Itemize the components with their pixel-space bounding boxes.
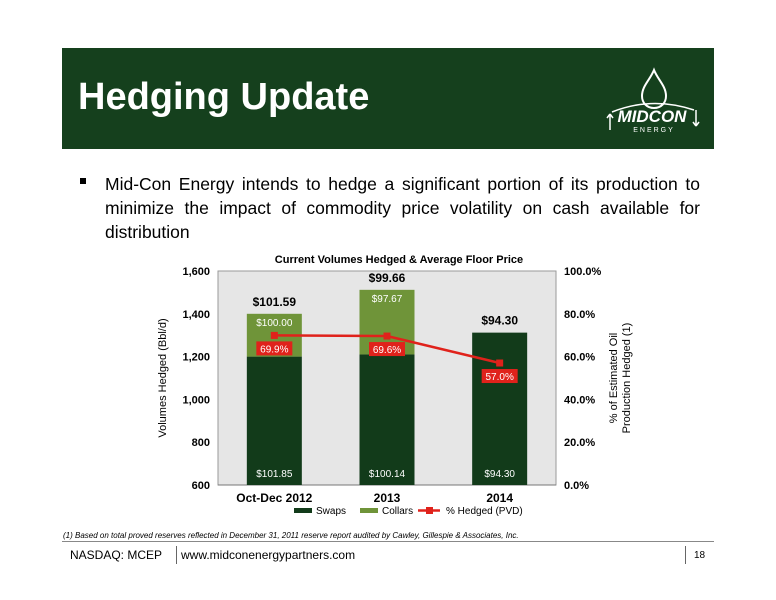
total-price-label: $99.66 <box>369 271 406 285</box>
legend-swaps-swatch <box>294 508 312 513</box>
hedging-chart: Current Volumes Hedged & Average Floor P… <box>157 254 633 517</box>
bullet-list: Mid-Con Energy intends to hedge a signif… <box>80 172 700 244</box>
y2-tick-label: 40.0% <box>564 394 595 406</box>
swaps-price-label: $101.85 <box>256 469 293 480</box>
y-tick-label: 1,000 <box>182 394 210 406</box>
logo-text-main: MIDCON <box>618 107 688 126</box>
hedged-label-box <box>369 342 405 357</box>
hedged-marker <box>383 332 391 340</box>
total-price-label: $94.30 <box>481 314 518 328</box>
hedged-marker <box>496 359 504 367</box>
swaps-bar <box>359 354 415 485</box>
legend-hedged-label: % Hedged (PVD) <box>446 506 523 517</box>
x-tick-label: 2014 <box>486 491 513 505</box>
chart-title: Current Volumes Hedged & Average Floor P… <box>275 254 523 266</box>
footnote: (1) Based on total proved reserves refle… <box>63 531 519 540</box>
hedged-label-box <box>481 369 518 384</box>
hedged-value-label: 69.6% <box>373 345 401 356</box>
hedged-value-label: 69.9% <box>260 344 288 355</box>
y-tick-label: 600 <box>192 480 210 492</box>
hedged-marker <box>270 331 278 339</box>
swaps-bar <box>246 356 302 485</box>
midcon-logo: MIDCON ENERGY <box>606 67 700 134</box>
footer-url[interactable]: www.midconenergypartners.com <box>181 548 356 562</box>
legend-collars-swatch <box>360 508 378 513</box>
footer-separator <box>176 546 177 564</box>
swaps-price-label: $94.30 <box>484 469 515 480</box>
y2-tick-label: 20.0% <box>564 437 595 449</box>
y2-tick-label: 60.0% <box>564 352 595 364</box>
y-tick-label: 1,200 <box>182 352 210 364</box>
total-price-label: $101.59 <box>253 295 297 309</box>
hedged-value-label: 57.0% <box>485 372 513 383</box>
collars-price-label: $100.00 <box>256 318 293 329</box>
swaps-price-label: $100.14 <box>369 469 406 480</box>
logo-text-sub: ENERGY <box>633 127 675 134</box>
hedged-label-box <box>256 341 293 356</box>
x-tick-label: Oct-Dec 2012 <box>236 491 312 505</box>
bullet-square-icon <box>80 178 86 184</box>
title-banner: Hedging Update MIDCON ENERGY <box>62 48 714 149</box>
slide-title: Hedging Update <box>78 76 370 118</box>
legend-swaps-label: Swaps <box>316 506 346 517</box>
bullet-text: Mid-Con Energy intends to hedge a signif… <box>105 174 700 242</box>
collars-price-label: $97.67 <box>372 294 403 305</box>
page-number: 18 <box>694 550 706 561</box>
y2-tick-label: 0.0% <box>564 480 589 492</box>
y2-tick-label: 80.0% <box>564 309 595 321</box>
legend-collars-label: Collars <box>382 506 413 517</box>
y2-axis-label-line1: % of Estimated Oil <box>608 333 620 423</box>
footer-ticker: NASDAQ: MCEP <box>70 548 163 562</box>
y2-axis-label-line2: Production Hedged (1) <box>621 323 633 434</box>
legend-hedged-marker <box>426 507 433 514</box>
footer-divider <box>62 541 714 542</box>
y-tick-label: 800 <box>192 437 210 449</box>
x-tick-label: 2013 <box>374 491 401 505</box>
y-axis-label: Volumes Hedged (Bbl/d) <box>157 318 169 437</box>
y-tick-label: 1,600 <box>182 266 210 278</box>
swaps-bar <box>472 332 528 485</box>
y2-tick-label: 100.0% <box>564 266 602 278</box>
y-tick-label: 1,400 <box>182 309 210 321</box>
footer-separator-page <box>685 546 686 564</box>
